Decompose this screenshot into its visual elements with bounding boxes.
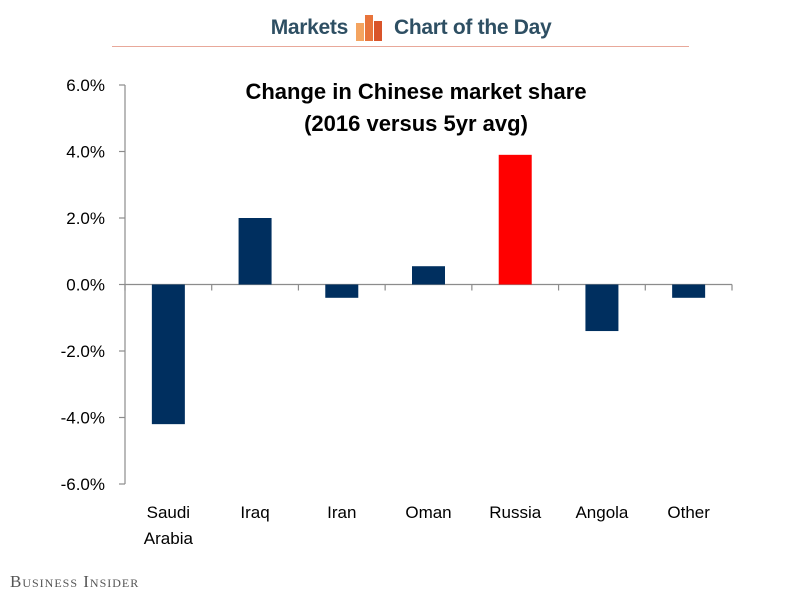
x-category-label: Oman	[405, 503, 451, 522]
chart-header: Markets Chart of the Day	[0, 0, 800, 50]
y-tick-label: 4.0%	[66, 143, 105, 162]
x-category-label: Angola	[575, 503, 628, 522]
chart-title: Change in Chinese market share	[245, 79, 586, 104]
header-markets-label: Markets	[270, 16, 349, 39]
x-category-label: Other	[667, 503, 710, 522]
x-category-label: Saudi Arabia	[144, 503, 194, 548]
bar-oman	[412, 266, 445, 285]
x-axis-tick-labels: Saudi Arabia Iraq Iran Oman Russia Angola Other	[144, 503, 710, 548]
y-tick-label: -2.0%	[61, 342, 105, 361]
bar-saudi-arabia	[151, 284, 185, 425]
chart-subtitle: (2016 versus 5yr avg)	[304, 111, 528, 136]
chart-of-the-day-icon	[356, 15, 382, 41]
bar-iran	[325, 284, 359, 298]
y-tick-label: -4.0%	[61, 409, 105, 428]
bar-angola	[585, 284, 619, 332]
header-divider	[112, 46, 689, 47]
chart-bars	[151, 154, 706, 425]
x-category-label: Iraq	[240, 503, 269, 522]
bar-other	[672, 284, 706, 298]
y-tick-label: 0.0%	[66, 276, 105, 295]
bar-russia	[498, 154, 532, 285]
y-tick-label: -6.0%	[61, 475, 105, 494]
y-axis-tick-labels: 6.0% 4.0% 2.0% 0.0% -2.0% -4.0% -6.0%	[61, 76, 105, 494]
header-chart-of-the-day-label: Chart of the Day	[394, 16, 552, 39]
x-category-label: Russia	[489, 503, 542, 522]
y-tick-label: 2.0%	[66, 209, 105, 228]
business-insider-logo: Business Insider	[10, 572, 140, 591]
x-category-label: Iran	[327, 503, 356, 522]
y-tick-label: 6.0%	[66, 76, 105, 95]
bar-iraq	[238, 218, 272, 285]
